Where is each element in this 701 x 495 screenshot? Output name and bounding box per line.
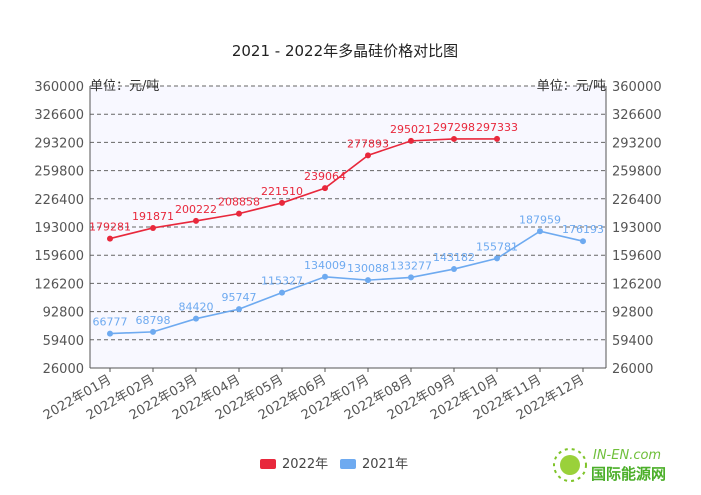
y-tick-label-left: 59400 [43, 334, 84, 349]
y-tick-label-left: 126200 [34, 277, 84, 292]
y-tick-label-right: 126200 [612, 277, 662, 292]
data-label: 133277 [390, 259, 432, 272]
y-tick-label-left: 360000 [34, 80, 84, 95]
legend-swatch [260, 459, 276, 469]
y-tick-label-left: 293200 [34, 136, 84, 151]
y-tick-label-right: 226400 [612, 193, 662, 208]
data-label: 115327 [261, 275, 303, 288]
data-point [107, 330, 113, 337]
data-point [322, 273, 328, 280]
data-label: 134009 [304, 259, 346, 272]
data-point [365, 152, 371, 159]
data-label: 221510 [261, 185, 303, 198]
y-tick-label-right: 259800 [612, 165, 662, 180]
y-tick-label-left: 226400 [34, 193, 84, 208]
series-line [109, 138, 498, 240]
unit-label-right: 单位：元/吨 [537, 79, 606, 94]
legend-label: 2022年 [282, 457, 328, 472]
series-line [109, 230, 584, 335]
chart-title: 2021 - 2022年多晶硅价格对比图 [232, 42, 458, 60]
data-point [193, 217, 199, 224]
watermark-logo: IN-EN.com 国际能源网 [553, 448, 666, 483]
data-label: 297298 [433, 121, 475, 134]
data-label: 66777 [93, 316, 128, 329]
y-tick-label-left: 326600 [34, 108, 84, 123]
data-label: 208858 [218, 196, 260, 209]
series [107, 135, 586, 337]
y-tick-label-left: 159600 [34, 249, 84, 264]
data-label: 84420 [179, 301, 214, 314]
data-label: 187959 [519, 213, 561, 226]
y-tick-label-left: 26000 [43, 362, 84, 377]
y-tick-label-left: 92800 [43, 306, 84, 321]
watermark-domain: IN-EN.com [593, 448, 661, 463]
data-label: 143182 [433, 251, 475, 264]
data-label: 155781 [476, 240, 518, 253]
data-label: 297333 [476, 121, 518, 134]
legend: 2022年 2021年 [260, 457, 408, 472]
data-point [107, 235, 113, 242]
sun-icon [553, 448, 587, 482]
y-tick-label-left: 193000 [34, 221, 84, 236]
data-label: 277893 [347, 137, 389, 150]
unit-label-left: 单位：元/吨 [90, 79, 159, 94]
y-tick-label-right: 159600 [612, 249, 662, 264]
y-tick-label-left: 259800 [34, 165, 84, 180]
data-point [150, 328, 156, 335]
data-point [408, 137, 414, 144]
data-label: 239064 [304, 170, 346, 183]
data-label: 179281 [89, 221, 131, 234]
data-label: 295021 [390, 123, 432, 136]
data-point [279, 289, 285, 296]
legend-swatch [340, 459, 356, 469]
data-point [451, 266, 457, 273]
data-point [494, 135, 500, 142]
legend-label: 2021年 [362, 457, 408, 472]
y-tick-label-right: 326600 [612, 108, 662, 123]
data-point [451, 135, 457, 142]
watermark-name: 国际能源网 [591, 465, 666, 483]
data-point [408, 274, 414, 281]
data-point [322, 185, 328, 192]
data-label: 95747 [222, 291, 257, 304]
data-label: 200222 [175, 203, 217, 216]
y-tick-label-right: 26000 [612, 362, 653, 377]
data-label: 191871 [132, 210, 174, 223]
data-point [580, 238, 586, 245]
data-label: 130088 [347, 262, 389, 275]
data-point [365, 277, 371, 284]
y-tick-label-right: 193000 [612, 221, 662, 236]
y-tick-label-right: 92800 [612, 306, 653, 321]
data-point [150, 224, 156, 231]
y-tick-label-right: 360000 [612, 80, 662, 95]
data-point [494, 255, 500, 262]
y-tick-label-right: 59400 [612, 334, 653, 349]
data-label: 68798 [136, 314, 171, 327]
data-point [279, 199, 285, 206]
data-point [193, 315, 199, 322]
data-point [537, 228, 543, 235]
data-point [236, 210, 242, 217]
data-label: 176193 [562, 223, 604, 236]
y-tick-label-right: 293200 [612, 136, 662, 151]
data-point [236, 306, 242, 313]
